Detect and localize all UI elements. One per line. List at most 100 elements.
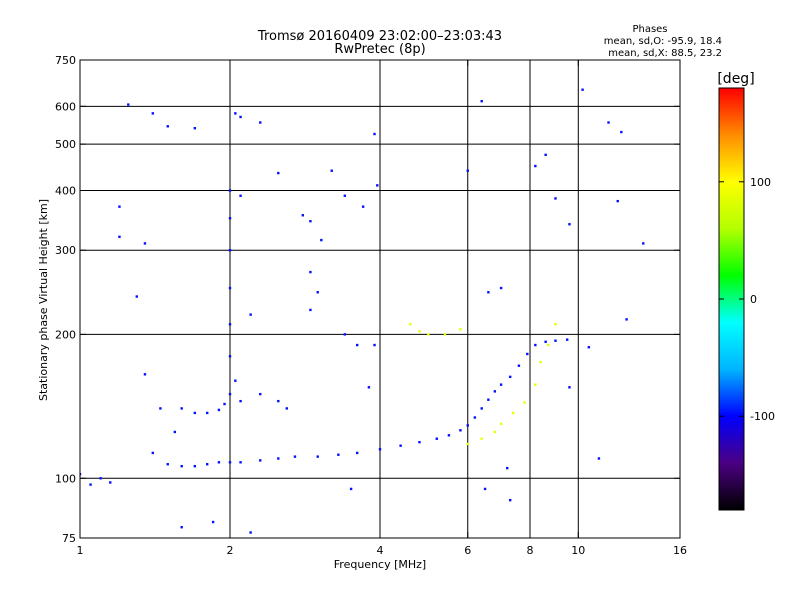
echo-point — [228, 323, 232, 326]
echo-point — [193, 126, 197, 130]
echo-point — [581, 88, 584, 91]
colorbar-ticks: 100 0 -100 — [719, 176, 775, 423]
echo-point — [568, 386, 571, 389]
echo-point — [277, 457, 280, 460]
echo-point — [89, 483, 92, 486]
echo-point — [259, 121, 262, 124]
x-tick-label: 2 — [227, 544, 234, 557]
echo-point — [228, 249, 232, 252]
echo-point — [217, 461, 221, 464]
colorbar-tick-label: 100 — [750, 176, 771, 189]
echo-point — [166, 463, 169, 466]
echo-point — [234, 112, 237, 115]
echo-point — [642, 242, 645, 245]
echo-point — [378, 448, 382, 451]
y-axis-label: Stationary phase Virtual Height [km] — [37, 199, 50, 401]
echo-point — [544, 340, 547, 343]
echo-point — [546, 343, 550, 347]
echo-point — [607, 121, 610, 124]
echo-point — [466, 169, 469, 172]
echo-point — [80, 472, 82, 476]
echo-point — [355, 343, 359, 347]
echo-point — [459, 328, 462, 331]
echo-point — [118, 205, 121, 208]
echo-point — [239, 399, 242, 403]
echo-point — [205, 463, 209, 466]
echo-point — [361, 205, 365, 208]
echo-point — [597, 457, 601, 460]
y-tick-label: 200 — [55, 328, 76, 341]
echo-point — [316, 291, 319, 294]
echo-point — [616, 199, 619, 203]
y-axis-ticks: 75 100 200 300 400 500 600 750 — [55, 54, 680, 545]
echo-point — [320, 238, 323, 242]
colorbar-tick-label: -100 — [750, 410, 775, 423]
x-tick-label: 10 — [571, 544, 585, 557]
echo-point — [539, 360, 542, 364]
echo-point — [234, 379, 237, 382]
echo-point — [118, 235, 121, 239]
echo-point — [473, 416, 477, 419]
echo-point — [587, 346, 591, 349]
stats-line-x: mean, sd,X: 88.5, 23.2 — [608, 48, 722, 59]
echo-point — [151, 451, 155, 455]
data-points — [80, 88, 645, 542]
echo-point — [565, 338, 569, 341]
echo-point — [568, 223, 571, 226]
echo-point — [508, 498, 512, 502]
echo-point — [493, 430, 497, 434]
y-tick-label: 300 — [55, 244, 76, 257]
echo-point — [480, 99, 483, 103]
echo-point — [554, 323, 557, 326]
echo-point — [228, 355, 232, 358]
echo-point — [239, 194, 242, 197]
echo-point — [180, 526, 183, 529]
echo-point — [293, 455, 297, 458]
echo-point — [466, 424, 469, 427]
y-tick-label: 750 — [55, 54, 76, 67]
echo-point — [228, 392, 232, 396]
colorbar-tick-label: 0 — [750, 293, 757, 306]
echo-point — [399, 444, 402, 447]
echo-point — [427, 333, 430, 336]
echo-point — [135, 295, 138, 298]
echo-point — [301, 214, 305, 217]
echo-point — [193, 464, 197, 468]
echo-point — [330, 169, 333, 172]
echo-point — [127, 103, 130, 106]
echo-point — [373, 343, 376, 347]
echo-point — [349, 487, 353, 491]
echo-point — [259, 392, 262, 396]
echo-point — [447, 434, 451, 437]
echo-point — [493, 390, 497, 393]
chart-subtitle: RwPretec (8p) — [334, 42, 425, 57]
echo-point — [259, 540, 261, 542]
echo-point — [534, 383, 537, 386]
echo-point — [554, 339, 557, 342]
echo-point — [259, 459, 262, 462]
echo-point — [211, 520, 215, 524]
echo-point — [466, 442, 469, 446]
echo-point — [239, 461, 242, 464]
echo-point — [376, 184, 379, 187]
echo-point — [526, 352, 529, 356]
echo-point — [499, 422, 503, 426]
echo-point — [459, 429, 462, 432]
stats-header: Phases — [632, 24, 667, 35]
echo-point — [517, 364, 521, 367]
echo-point — [418, 440, 421, 444]
echo-point — [228, 461, 232, 464]
y-tick-label: 500 — [55, 138, 76, 151]
x-axis-ticks: 1 2 4 6 8 10 16 — [77, 60, 687, 557]
echo-point — [373, 132, 376, 136]
echo-point — [205, 411, 209, 415]
echo-point — [249, 531, 252, 534]
echo-point — [249, 313, 252, 316]
echo-point — [316, 455, 319, 458]
y-tick-label: 600 — [55, 100, 76, 113]
echo-point — [223, 402, 226, 406]
echo-point — [309, 308, 312, 312]
echo-point — [173, 430, 177, 434]
echo-point — [228, 286, 232, 290]
